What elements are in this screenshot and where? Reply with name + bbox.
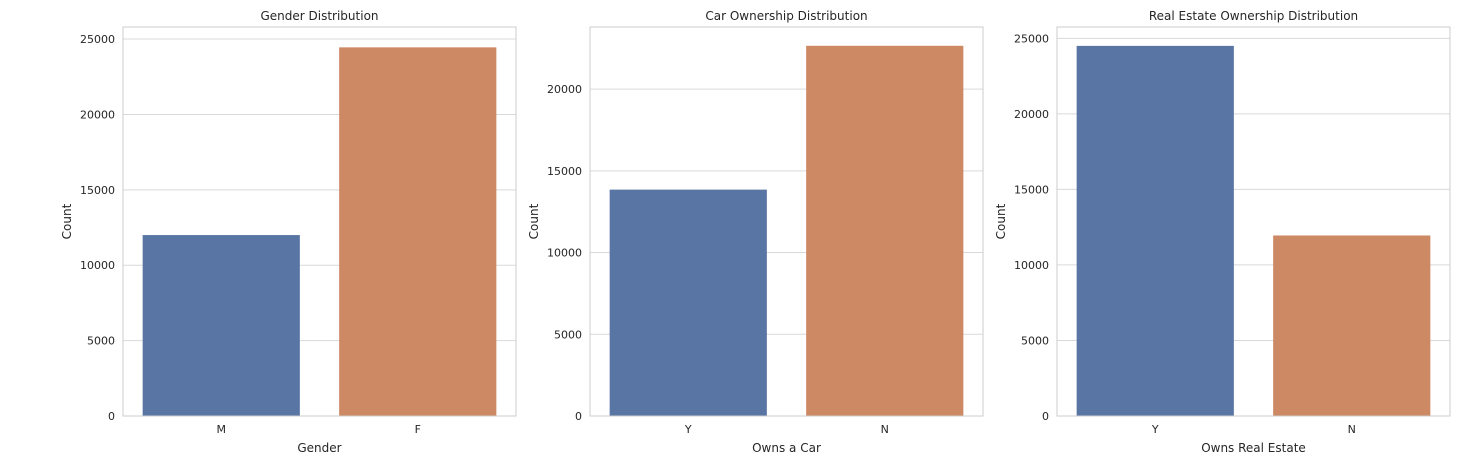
y-tick-label: 0 [575,410,582,423]
y-tick-label: 15000 [1014,183,1049,196]
x-tick-label: Y [1151,423,1159,436]
car-ownership-distribution-chart: 0 5000 10000 15000 20000 Y N Car Ownership Dist… [527,9,984,455]
y-tick-label: 5000 [87,335,115,348]
y-tick-label: 10000 [547,247,582,260]
y-tick-label: 15000 [80,184,115,197]
bar-f [339,47,497,417]
chart-title: Car Ownership Distribution [705,9,867,23]
y-axis-label: Count [60,203,74,239]
y-tick-label: 10000 [1014,259,1049,272]
y-tick-label: 0 [108,410,115,423]
bar-m [142,235,300,416]
y-tick-label: 25000 [80,33,115,46]
bar-n [806,45,964,417]
plot-frame [589,26,984,417]
x-tick-label: F [415,423,421,436]
bar-n [1273,235,1431,416]
bar-y [1076,45,1234,417]
y-tick-label: 20000 [547,83,582,96]
x-axis-label: Gender [297,441,341,455]
x-tick-label: N [1348,423,1356,436]
x-tick-label: M [217,423,227,436]
gender-distribution-chart: 0 5000 10000 15000 20000 25000 M F Gender Distri… [60,9,517,455]
y-tick-label: 15000 [547,165,582,178]
plot-frame [1056,26,1451,417]
y-tick-label: 5000 [1021,334,1049,347]
plot-frame [122,26,517,417]
real-estate-ownership-distribution-chart: 0 5000 10000 15000 20000 25000 Y N Real Estate O… [994,9,1451,455]
y-tick-label: 5000 [554,328,582,341]
bar-y [609,189,767,416]
y-axis-label: Count [527,203,541,239]
chart-title: Gender Distribution [260,9,378,23]
x-tick-label: Y [684,423,692,436]
y-tick-label: 20000 [1014,108,1049,121]
x-axis-label: Owns a Car [752,441,821,455]
y-tick-label: 10000 [80,259,115,272]
y-axis-label: Count [994,203,1008,239]
y-tick-label: 20000 [80,108,115,121]
y-tick-label: 0 [1042,410,1049,423]
chart-title: Real Estate Ownership Distribution [1149,9,1358,23]
y-tick-label: 25000 [1014,32,1049,45]
x-tick-label: N [881,423,889,436]
x-axis-label: Owns Real Estate [1201,441,1306,455]
